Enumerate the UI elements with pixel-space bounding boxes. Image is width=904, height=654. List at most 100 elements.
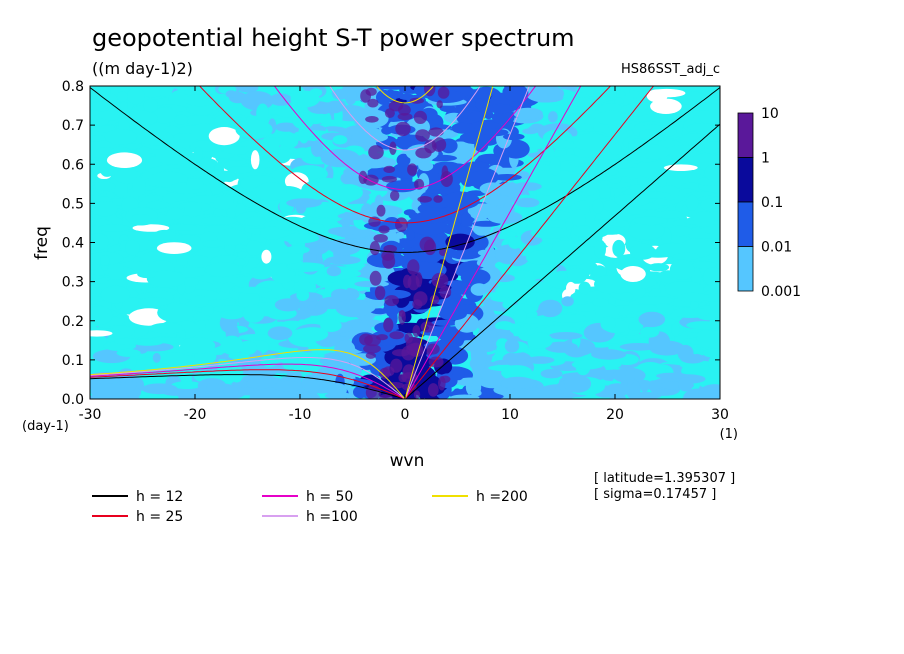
spectrum-peak	[424, 86, 436, 97]
spectrum-peak	[407, 163, 418, 176]
spectrum-patch	[148, 322, 185, 334]
y-tick-label: 0.8	[62, 79, 84, 95]
spectrum-patch	[152, 352, 161, 363]
spectrum-patch	[525, 250, 559, 265]
spectrum-patch	[693, 211, 715, 228]
x-tick-label: 0	[401, 407, 410, 423]
spectrum-patch	[297, 327, 329, 342]
spectrum-patch	[663, 164, 698, 171]
spectrum-patch	[328, 226, 359, 236]
spectrum-patch	[700, 197, 720, 212]
spectrum-patch	[434, 163, 473, 177]
spectrum-patch	[470, 345, 488, 366]
spectrum-patch	[672, 307, 709, 318]
rossby-wave-curve	[90, 363, 406, 399]
spectrum-patch	[233, 258, 246, 266]
y-tick-label: 0.1	[62, 353, 84, 369]
spectrum-patch	[548, 111, 558, 123]
spectrum-peak	[431, 137, 447, 152]
spectrum-patch	[320, 149, 360, 168]
spectrum-patch	[638, 311, 666, 328]
spectrum-patch	[599, 184, 611, 203]
colorbar-segment	[737, 201, 754, 247]
spectrum-patch	[613, 90, 626, 98]
legend-label: h = 25	[136, 509, 183, 525]
spectrum-patch	[331, 288, 351, 302]
spectrum-patch	[117, 91, 128, 102]
spectrum-patch	[515, 197, 540, 208]
spectrum-patch	[530, 227, 570, 239]
spectrum-patch	[282, 233, 320, 244]
legend: h = 12 h = 25 h = 50 h =100 h =200	[92, 489, 528, 525]
spectrum-patch	[184, 94, 216, 107]
spectrum-patch	[620, 266, 646, 282]
spectrum-patch	[90, 330, 113, 337]
spectrum-patch	[609, 143, 622, 156]
spectrum-patch	[694, 152, 716, 169]
spectrum-patch	[90, 306, 113, 325]
spectrum-patch	[482, 128, 509, 137]
spectrum-peak	[398, 104, 411, 116]
spectrum-peak	[412, 299, 423, 310]
spectrum-patch	[238, 290, 260, 309]
chart-units: ((m day-1)2)	[92, 59, 193, 78]
y-tick-label: 0.3	[62, 275, 84, 291]
spectrum-patch	[153, 229, 176, 241]
dataset-label: HS86SST_adj_c	[621, 62, 720, 77]
x-axis-unit: (1)	[720, 427, 738, 442]
y-tick-label: 0.0	[62, 392, 84, 408]
spectrum-patch	[233, 276, 253, 288]
spectrum-patch	[495, 283, 532, 299]
spectrum-patch	[238, 340, 257, 355]
spectrum-patch	[273, 380, 303, 392]
spectrum-patch	[181, 115, 216, 125]
spectrum-patch	[578, 281, 591, 295]
spectrum-patch	[274, 216, 310, 231]
spectrum-patch	[260, 226, 284, 240]
inertia-gravity-curve	[273, 86, 537, 191]
spectrum-patch	[513, 309, 527, 323]
spectrum-patch	[317, 103, 332, 115]
spectrum-patch	[90, 382, 127, 399]
spectrum-patch	[656, 372, 689, 379]
spectrum-peak	[407, 259, 420, 276]
spectrum-peak	[401, 345, 416, 361]
spectrum-patch	[692, 144, 705, 152]
spectrum-patch	[682, 103, 720, 111]
spectrum-patch	[344, 87, 357, 106]
rossby-wave-curve	[90, 369, 406, 399]
kelvin-wave-curve	[404, 123, 720, 399]
spectrum-patch	[132, 224, 170, 232]
spectrum-patch	[536, 210, 573, 221]
spectrum-patch	[230, 365, 244, 383]
spectrum-patch	[592, 199, 604, 214]
spectrum-patch	[223, 385, 239, 398]
spectrum-patch	[647, 263, 670, 272]
spectrum-peak	[368, 145, 384, 160]
kelvin-wave-curve	[404, 86, 655, 399]
spectrum-patch	[571, 209, 586, 229]
spectrum-patch	[503, 133, 525, 141]
spectrum-patch	[90, 361, 111, 373]
colorbar-label: 1	[761, 151, 770, 167]
spectrum-patch	[125, 239, 140, 256]
spectrum-patch	[292, 112, 315, 130]
spectrum-peak	[365, 87, 377, 96]
spectrum-patch	[608, 159, 635, 169]
spectrum-patch	[595, 110, 629, 126]
spectrum-patch	[106, 152, 143, 168]
spectrum-patch	[540, 369, 563, 379]
spectrum-patch	[692, 261, 717, 269]
spectrum-patch	[301, 181, 326, 199]
spectrum-peak	[384, 108, 395, 118]
spectrum-patch	[566, 281, 576, 295]
spectrum-patch	[525, 356, 555, 364]
spectrum-patch	[146, 200, 170, 210]
spectrum-peak	[383, 317, 394, 333]
spectrum-patch	[395, 231, 405, 239]
spectrum-patch	[187, 255, 212, 268]
colorbar-segment	[737, 112, 754, 158]
spectrum-patch	[612, 239, 626, 258]
spectrum-patch	[628, 321, 644, 331]
spectrum-patch	[628, 221, 665, 240]
